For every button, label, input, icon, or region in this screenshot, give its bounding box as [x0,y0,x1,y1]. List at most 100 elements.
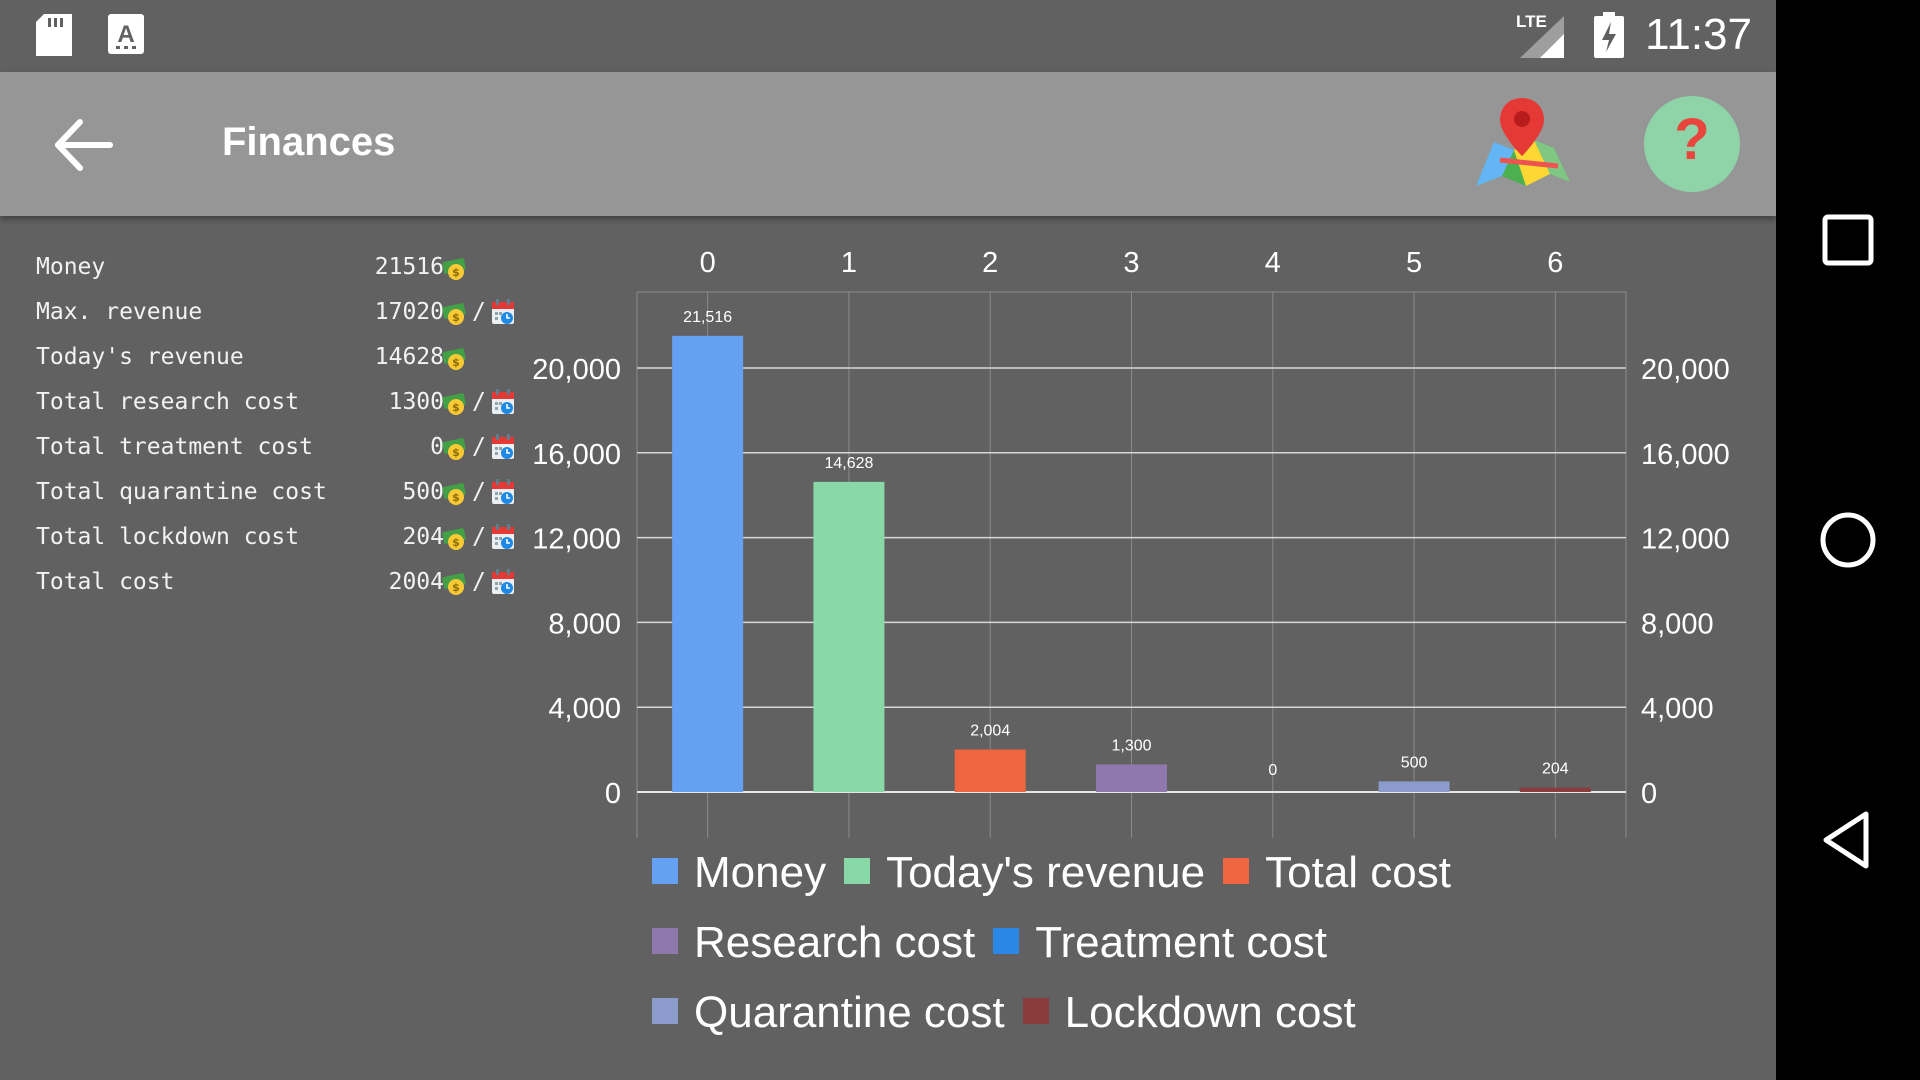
calendar-day-icon [491,389,515,421]
money-icon: $ [442,391,468,423]
bar-value-label: 0 [1268,762,1277,779]
money-icon: $ [442,481,468,513]
money-icon: $ [442,346,468,378]
per-separator: / [472,569,486,595]
stat-row: Total cost 2004 $ / [36,561,536,606]
signal-icon [1520,16,1564,58]
y-tick-label-right: 20,000 [1641,354,1730,386]
stat-value: 2004 [388,569,444,595]
stat-row: Today's revenue 14628 $ [36,336,536,381]
stat-label: Total quarantine cost [36,479,327,505]
calendar-day-icon [491,299,515,331]
y-tick-label-left: 4,000 [548,693,621,725]
svg-text:A: A [117,21,134,48]
legend-item: Total cost [1223,848,1451,898]
stat-value: 204 [402,524,444,550]
home-button[interactable] [1812,504,1884,576]
y-tick-label-left: 20,000 [532,354,621,386]
legend-row: Quarantine cost Lockdown cost [652,988,1512,1058]
per-separator: / [472,389,486,415]
stat-value: 1300 [388,389,444,415]
stat-row: Total lockdown cost 204 $ / [36,516,536,561]
money-icon: $ [442,526,468,558]
nav-back-button[interactable] [1812,804,1884,876]
chart-legend: Money Today's revenue Total cost Research c… [652,848,1512,1058]
legend-swatch [1223,858,1250,885]
status-bar: A LTE 11:37 [0,0,1776,72]
x-category-label: 4 [1265,247,1281,279]
question-mark-icon: ? [1674,107,1710,172]
x-category-label: 6 [1547,247,1563,279]
stat-value: 21516 [374,254,444,280]
stat-label: Total treatment cost [36,434,313,460]
per-separator: / [472,524,486,550]
font-a-icon: A [108,14,144,54]
y-tick-label-left: 8,000 [548,608,621,640]
per-separator: / [472,434,486,460]
legend-item: Treatment cost [993,918,1327,968]
svg-text:$: $ [452,356,460,369]
y-tick-label-right: 12,000 [1641,524,1730,556]
calendar-day-icon [491,569,515,601]
stat-value: 500 [402,479,444,505]
x-category-label: 1 [841,247,857,279]
recents-button[interactable] [1812,204,1884,276]
money-icon: $ [442,436,468,468]
bar-value-label: 1,300 [1111,737,1151,754]
chart-bar [1378,781,1450,792]
y-tick-label-left: 12,000 [532,524,621,556]
x-category-label: 3 [1123,247,1139,279]
map-pin-icon[interactable] [1470,94,1578,202]
stat-row: Max. revenue 17020 $ / [36,291,536,336]
legend-label: Total cost [1265,848,1451,897]
network-type-label: LTE [1516,12,1547,31]
stat-label: Max. revenue [36,299,203,325]
svg-text:$: $ [452,581,460,594]
finance-bar-chart: 0 0 4,000 4,000 8,000 8,000 12,000 12,000 16,000… [532,247,1730,838]
stat-value: 14628 [374,344,444,370]
stat-row: Total research cost 1300 $ / [36,381,536,426]
legend-swatch [993,928,1020,955]
y-tick-label-left: 0 [605,778,621,810]
help-button[interactable]: ? [1644,96,1740,192]
x-category-label: 0 [700,247,716,279]
bar-value-label: 14,628 [824,455,873,472]
legend-label: Treatment cost [1035,918,1328,967]
calendar-day-icon [491,434,515,466]
svg-text:$: $ [452,311,460,324]
bar-value-label: 204 [1542,761,1569,778]
chart-bar [1096,764,1167,792]
status-clock: 11:37 [1645,10,1752,59]
bar-value-label: 500 [1401,754,1428,771]
legend-swatch [652,858,678,885]
stat-label: Total lockdown cost [36,524,300,550]
chart-bar [672,335,744,792]
x-category-label: 2 [982,247,998,279]
chart-bar [1519,787,1591,792]
legend-label: Money [694,848,827,897]
stat-row: Total treatment cost 0 $ / [36,426,536,471]
stat-row: Money 21516 $ [36,246,536,291]
y-tick-label-right: 4,000 [1641,693,1714,725]
money-icon: $ [442,301,468,333]
legend-item: Research cost [652,918,975,968]
stat-label: Total research cost [36,389,300,415]
chart-bar [813,481,885,792]
navigation-bar [1776,0,1920,1080]
calendar-day-icon [491,524,515,556]
calendar-day-icon [491,479,515,511]
battery-charging-icon [1594,12,1624,58]
stat-label: Total cost [36,569,175,595]
sd-card-icon [36,14,72,56]
legend-item: Today's revenue [844,848,1205,898]
y-tick-label-left: 16,000 [532,439,621,471]
arrow-left-icon[interactable] [50,112,116,178]
legend-item: Lockdown cost [1022,988,1356,1038]
chart-bar [954,749,1026,792]
svg-text:$: $ [452,536,460,549]
finance-stats-list: Money 21516 $ Max. revenue 17020 $ / Today's re… [36,246,536,606]
svg-text:$: $ [452,401,460,414]
stat-label: Today's revenue [36,344,244,370]
legend-row: Money Today's revenue Total cost [652,848,1512,918]
stat-value: 0 [430,434,444,460]
